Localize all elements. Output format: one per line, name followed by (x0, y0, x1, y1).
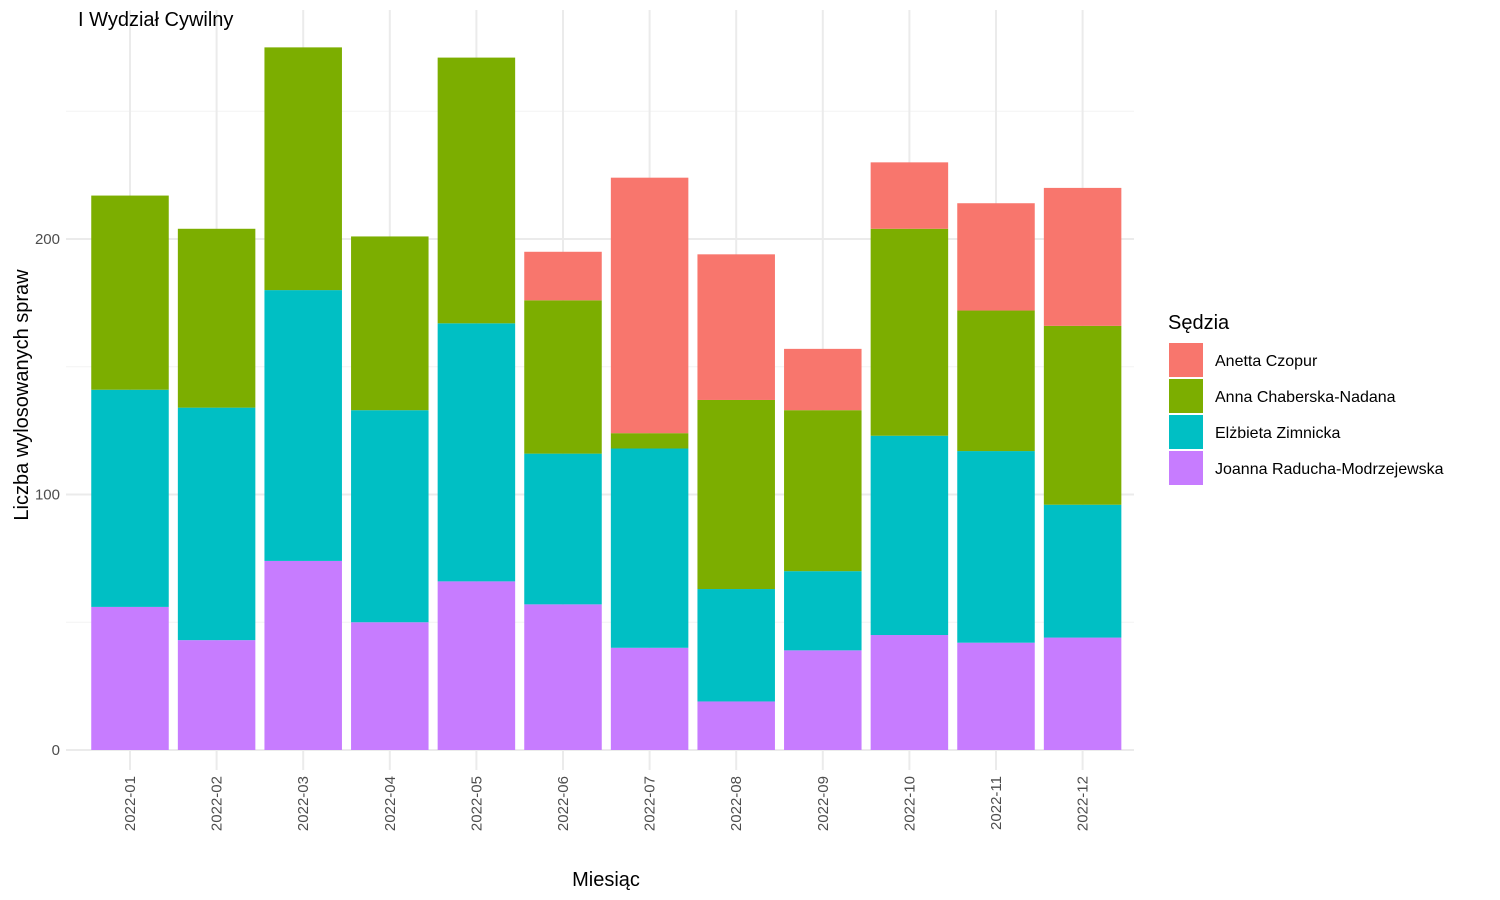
bar-segment (870, 162, 949, 229)
bar-segment (697, 254, 775, 400)
bar-segment (524, 300, 602, 454)
x-tick-label: 2022-11 (988, 776, 1005, 830)
legend-label: Joanna Raducha-Modrzejewska (1215, 461, 1444, 478)
y-axis-ticks: 0 100 200 (35, 231, 60, 759)
bar-segment (870, 635, 949, 750)
y-tick-label: 0 (52, 742, 60, 759)
x-tick-label: 2022-01 (122, 776, 139, 831)
legend-label: Anetta Czopur (1215, 353, 1318, 370)
x-tick-label: 2022-03 (295, 776, 312, 831)
bar-segment (610, 448, 689, 648)
bar-segment (437, 581, 516, 750)
bar-segment (351, 622, 429, 750)
x-tick-label: 2022-12 (1075, 776, 1092, 831)
bar-segment (177, 407, 256, 641)
x-tick-label: 2022-02 (209, 776, 226, 831)
x-tick-label: 2022-09 (815, 776, 832, 831)
bar-segment (437, 323, 516, 582)
bar-segment (784, 650, 862, 750)
legend-swatch (1169, 379, 1203, 413)
x-tick-label: 2022-04 (382, 776, 399, 831)
bar-segment (524, 251, 602, 301)
bar-segment (91, 606, 169, 750)
bar-segment (524, 604, 602, 750)
x-tick-label: 2022-05 (468, 776, 485, 831)
x-tick-label: 2022-06 (555, 776, 572, 831)
bar-segment (1043, 637, 1122, 750)
bar-segment (437, 57, 516, 324)
bar-segment (91, 195, 169, 390)
bar-segment (957, 451, 1035, 643)
bar-segment (957, 642, 1035, 750)
bar-segment (697, 589, 775, 702)
x-axis-label: Miesiąc (572, 869, 640, 891)
bar-segment (870, 435, 949, 636)
bar-segment (351, 410, 429, 623)
bar-segment (784, 571, 862, 651)
y-tick-label: 100 (35, 487, 60, 504)
bar-segment (264, 290, 342, 561)
bar-segment (1043, 325, 1122, 505)
legend-swatch (1169, 451, 1203, 485)
y-tick-label: 200 (35, 231, 60, 248)
bar-segment (784, 410, 862, 572)
bar-segment (697, 701, 775, 750)
bar-segment (697, 399, 775, 590)
bar-segment (610, 647, 689, 750)
legend-title: Sędzia (1168, 312, 1230, 334)
bar-segment (177, 228, 256, 408)
chart-title: I Wydział Cywilny (78, 9, 233, 31)
legend: Sędzia Anetta Czopur Anna Chaberska-Nadan… (1168, 312, 1444, 485)
legend-swatch (1169, 415, 1203, 449)
bar-segment (524, 453, 602, 605)
x-axis-ticks: 2022-01 2022-02 2022-03 2022-04 2022-05 2022-… (122, 776, 1092, 831)
bars (91, 47, 1122, 750)
x-tick-label: 2022-08 (728, 776, 745, 831)
bar-segment (957, 310, 1035, 452)
bar-segment (264, 560, 342, 750)
bar-segment (784, 348, 862, 411)
bar-segment (1043, 187, 1122, 326)
bar-segment (957, 203, 1035, 311)
bar-segment (177, 640, 256, 750)
legend-swatch (1169, 343, 1203, 377)
bar-segment (264, 47, 342, 291)
x-tick-label: 2022-07 (642, 776, 659, 831)
x-tick-label: 2022-10 (901, 776, 918, 831)
bar-segment (610, 433, 689, 449)
legend-label: Elżbieta Zimnicka (1215, 425, 1340, 442)
legend-label: Anna Chaberska-Nadana (1215, 389, 1396, 406)
bar-segment (91, 389, 169, 607)
y-axis-label: Liczba wylosowanych spraw (11, 269, 33, 521)
bar-segment (610, 177, 689, 434)
bar-segment (870, 228, 949, 436)
bar-segment (351, 236, 429, 411)
bar-segment (1043, 504, 1122, 638)
